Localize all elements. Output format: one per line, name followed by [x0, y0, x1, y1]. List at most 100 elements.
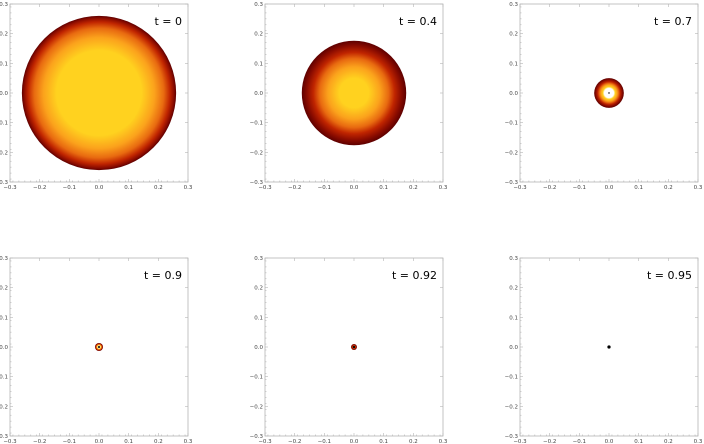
x-tick-label: 0.0 [350, 439, 359, 444]
time-label: t = 0.7 [654, 15, 692, 28]
x-tick-label: −0.3 [3, 185, 17, 191]
y-tick-label: −0.2 [0, 404, 8, 410]
y-tick-label: 0.0 [0, 345, 8, 351]
density-blob [301, 40, 407, 146]
time-label: t = 0.4 [399, 15, 437, 28]
x-tick-label: 0.1 [124, 439, 133, 444]
y-tick-label: 0.3 [254, 256, 263, 262]
center-dot [352, 345, 356, 349]
x-tick-label: −0.3 [258, 185, 272, 191]
y-tick-label: 0.3 [254, 2, 263, 8]
center-dot [97, 345, 101, 349]
panel-4: −0.3 −0.2 −0.1 0.0 0.1 0.2 0.3 0.3 0.2 0.1 0.0 −0.1… [250, 256, 448, 444]
x-tick-label: 0.3 [184, 439, 193, 444]
x-tick-label: −0.3 [513, 439, 527, 444]
center-dot [608, 92, 610, 94]
x-tick-label: 0.2 [154, 439, 163, 444]
y-tick-label: −0.3 [250, 180, 264, 186]
y-tick-label: 0.2 [509, 286, 518, 292]
y-tick-label: 0.1 [0, 61, 8, 67]
y-tick-label: 0.0 [509, 345, 518, 351]
y-tick-label: −0.2 [505, 404, 518, 410]
y-tick-label: −0.3 [505, 434, 519, 440]
x-tick-label: −0.1 [573, 439, 586, 444]
y-tick-label: 0.1 [509, 315, 518, 321]
y-tick-label: 0.1 [254, 315, 263, 321]
y-tick-label: 0.2 [0, 32, 8, 38]
y-tick-label: 0.2 [254, 286, 263, 292]
panel-0: −0.3 −0.2 −0.1 0.0 0.1 0.2 0.3 0.3 0.2 0.1 0.0 −0.1… [0, 2, 193, 191]
y-tick-label: −0.3 [250, 434, 264, 440]
x-tick-label: 0.2 [664, 439, 673, 444]
time-label: t = 0.95 [647, 269, 692, 282]
x-tick-label: −0.2 [288, 439, 301, 444]
y-tick-label: −0.1 [505, 375, 518, 381]
x-tick-label: 0.0 [95, 439, 104, 444]
x-tick-label: −0.2 [33, 185, 46, 191]
x-tick-label: 0.2 [154, 185, 163, 191]
x-tick-label: −0.1 [573, 185, 586, 191]
x-tick-label: 0.3 [184, 185, 193, 191]
y-tick-label: −0.2 [505, 150, 518, 156]
time-label: t = 0 [154, 15, 182, 28]
time-label: t = 0.9 [144, 269, 182, 282]
density-blob [607, 345, 611, 349]
x-tick-label: −0.1 [318, 439, 331, 444]
x-tick-label: 0.3 [694, 185, 703, 191]
x-tick-label: 0.0 [605, 439, 614, 444]
y-tick-label: 0.0 [509, 91, 518, 97]
x-tick-label: 0.2 [409, 439, 418, 444]
y-tick-label: 0.0 [254, 345, 263, 351]
density-blob [21, 15, 177, 171]
y-tick-label: −0.2 [0, 150, 8, 156]
x-tick-label: −0.1 [318, 185, 331, 191]
x-tick-label: 0.2 [664, 185, 673, 191]
y-tick-label: 0.1 [0, 315, 8, 321]
y-tick-label: 0.2 [509, 32, 518, 38]
y-tick-label: −0.3 [505, 180, 519, 186]
y-tick-label: −0.2 [250, 150, 263, 156]
y-tick-label: 0.3 [509, 2, 518, 8]
y-tick-label: −0.1 [0, 375, 8, 381]
x-tick-label: 0.0 [95, 185, 104, 191]
x-tick-label: −0.2 [33, 439, 46, 444]
x-tick-label: 0.1 [634, 439, 643, 444]
y-tick-label: 0.3 [509, 256, 518, 262]
panel-2: −0.3 −0.2 −0.1 0.0 0.1 0.2 0.3 0.3 0.2 0.1 0.0 −0.1… [505, 2, 703, 191]
x-tick-label: 0.3 [439, 439, 448, 444]
y-tick-label: 0.0 [254, 91, 263, 97]
y-tick-label: −0.1 [250, 375, 263, 381]
x-tick-label: −0.2 [543, 185, 556, 191]
x-tick-label: 0.2 [409, 185, 418, 191]
x-tick-label: 0.1 [379, 439, 388, 444]
x-tick-label: −0.1 [63, 439, 76, 444]
x-tick-label: 0.0 [605, 185, 614, 191]
y-tick-label: 0.3 [0, 2, 8, 8]
y-tick-label: 0.2 [0, 286, 8, 292]
panel-1: −0.3 −0.2 −0.1 0.0 0.1 0.2 0.3 0.3 0.2 0.1 0.0 −0.1… [250, 2, 448, 191]
time-label: t = 0.92 [392, 269, 437, 282]
x-tick-label: −0.3 [513, 185, 527, 191]
x-tick-label: −0.3 [258, 439, 272, 444]
y-tick-label: −0.2 [250, 404, 263, 410]
x-tick-label: 0.3 [694, 439, 703, 444]
y-tick-label: 0.0 [0, 91, 8, 97]
y-tick-label: −0.1 [505, 121, 518, 127]
y-tick-label: −0.3 [0, 180, 8, 186]
x-tick-label: −0.2 [288, 185, 301, 191]
x-tick-label: 0.1 [634, 185, 643, 191]
x-tick-label: 0.3 [439, 185, 448, 191]
x-tick-label: 0.1 [124, 185, 133, 191]
y-tick-label: −0.3 [0, 434, 8, 440]
y-tick-label: 0.1 [509, 61, 518, 67]
y-tick-label: 0.1 [254, 61, 263, 67]
panel-5: −0.3 −0.2 −0.1 0.0 0.1 0.2 0.3 0.3 0.2 0.1 0.0 −0.1… [505, 256, 703, 444]
x-tick-label: −0.3 [3, 439, 17, 444]
x-tick-label: −0.1 [63, 185, 76, 191]
y-tick-label: −0.1 [250, 121, 263, 127]
x-tick-label: 0.0 [350, 185, 359, 191]
x-tick-label: 0.1 [379, 185, 388, 191]
panel-3: −0.3 −0.2 −0.1 0.0 0.1 0.2 0.3 0.3 0.2 0.1 0.0 −0.1… [0, 256, 193, 444]
y-tick-label: 0.3 [0, 256, 8, 262]
